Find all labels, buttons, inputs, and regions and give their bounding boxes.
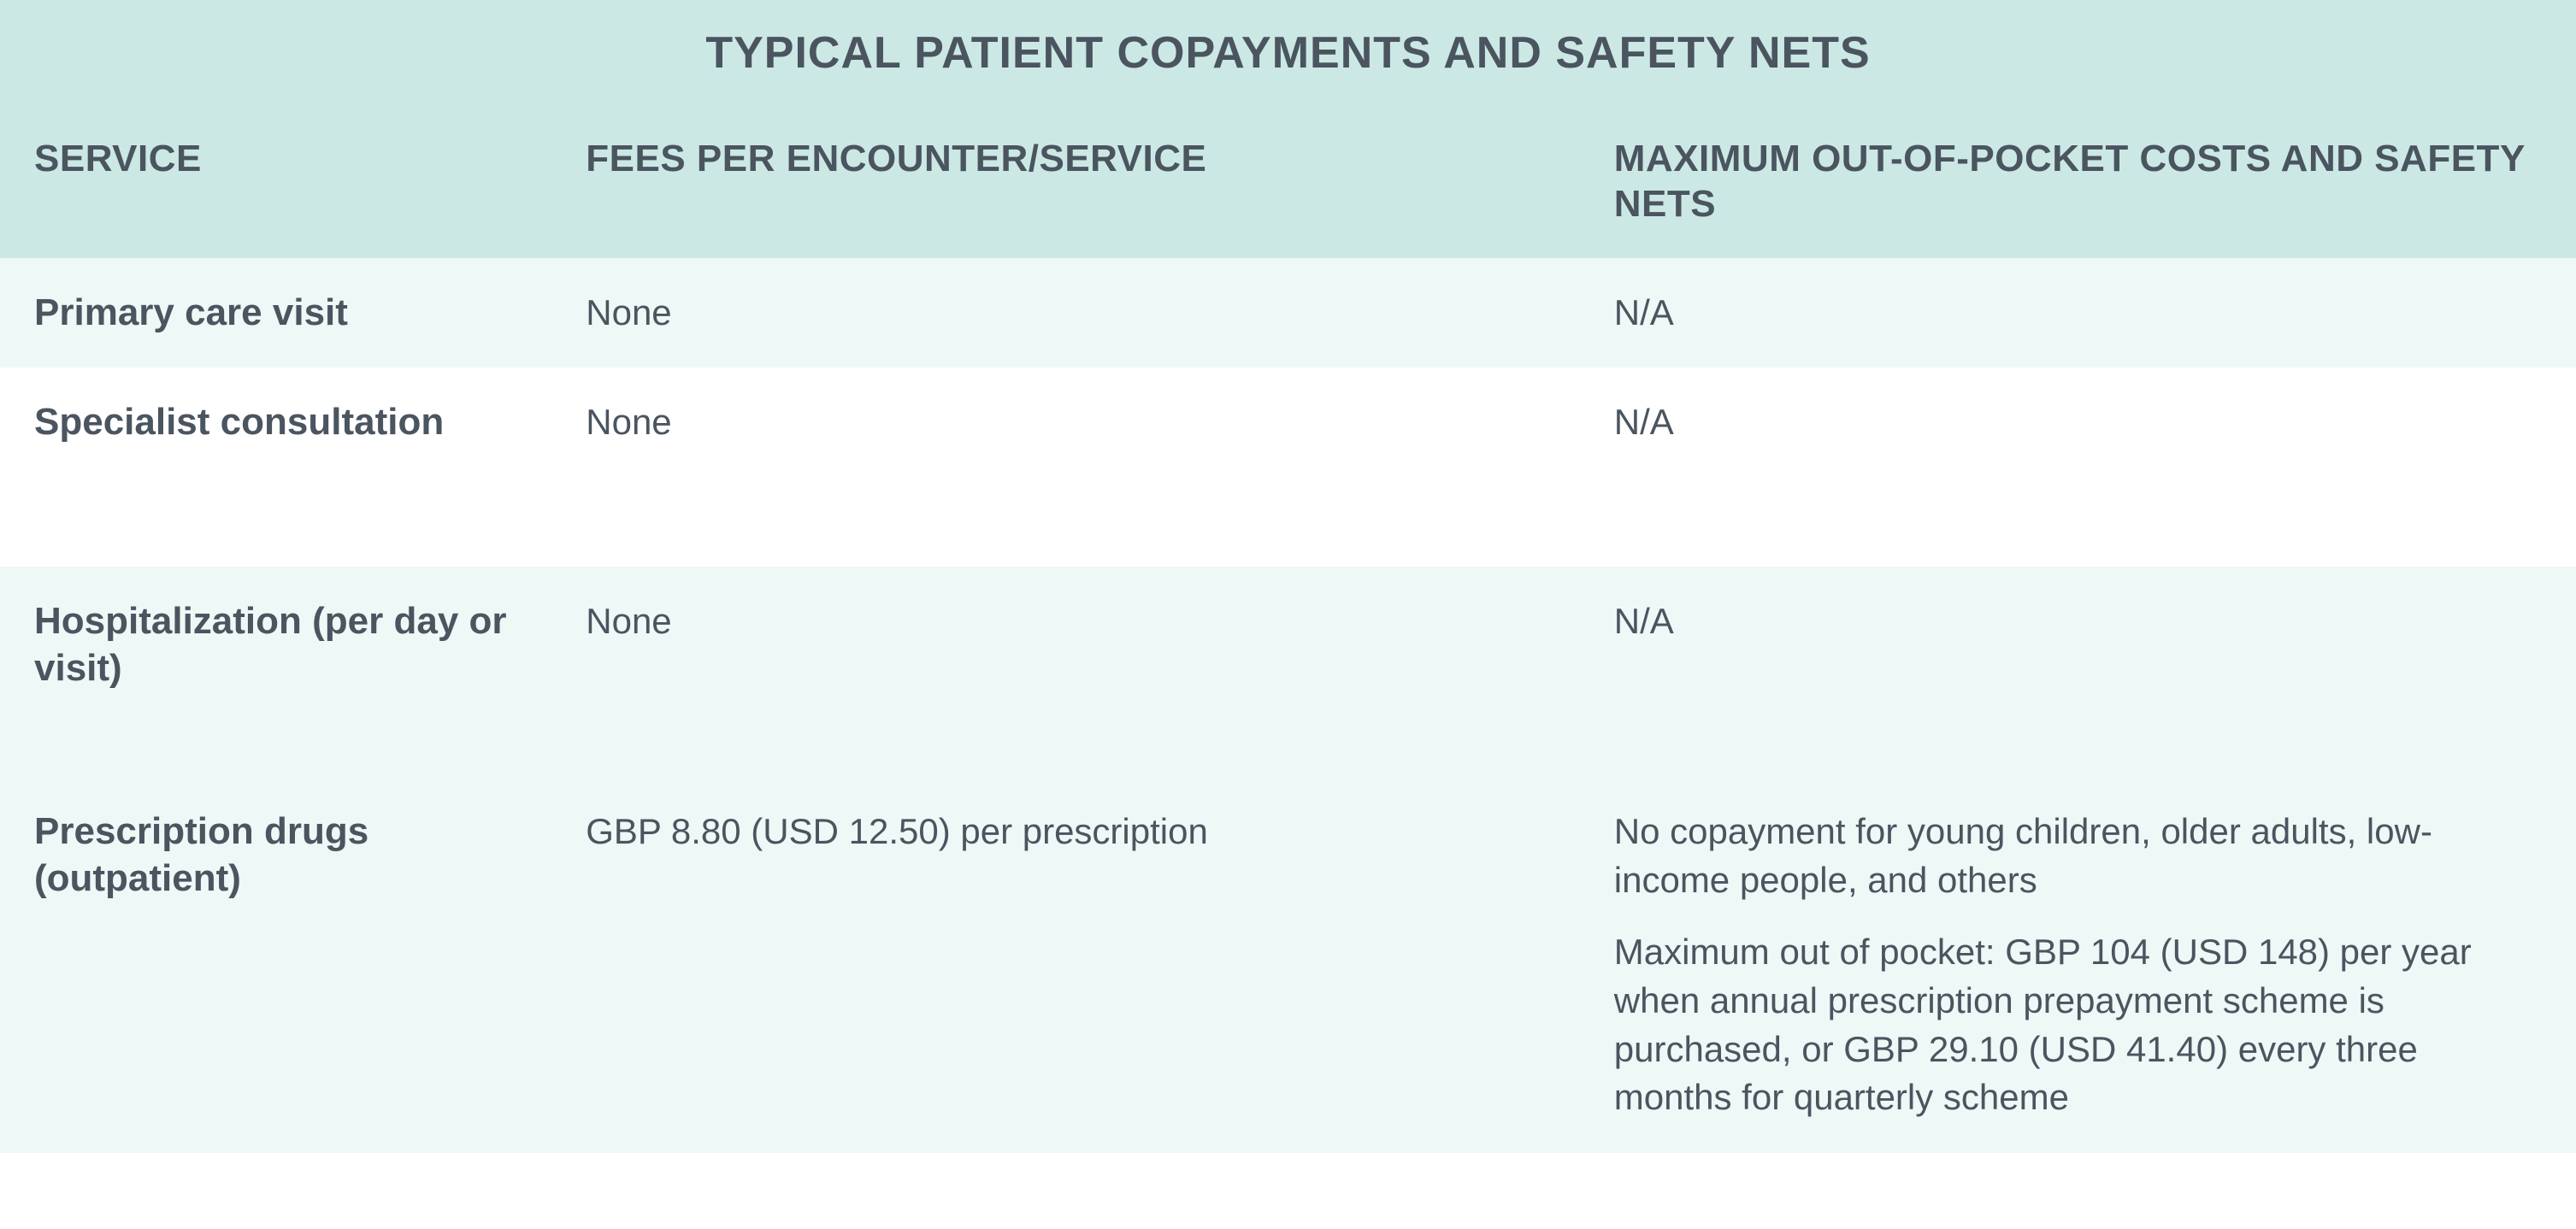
table-row: Specialist consultationNoneN/A xyxy=(0,368,2576,567)
table-row: Hospitalization (per day or visit)NoneN/… xyxy=(0,567,2576,777)
header-service: SERVICE xyxy=(34,137,586,227)
table-row: Primary care visitNoneN/A xyxy=(0,258,2576,368)
maxoop-cell: N/A xyxy=(1614,597,2542,646)
maxoop-paragraph: N/A xyxy=(1614,289,2542,338)
fees-cell: None xyxy=(586,289,1614,338)
fees-cell: None xyxy=(586,398,1614,447)
fees-cell: GBP 8.80 (USD 12.50) per prescription xyxy=(586,808,1614,856)
service-cell: Prescription drugs (outpatient) xyxy=(34,808,586,902)
maxoop-paragraph: No copayment for young children, older a… xyxy=(1614,808,2542,904)
service-cell: Specialist consultation xyxy=(34,398,586,445)
service-cell: Primary care visit xyxy=(34,289,586,336)
table-row: Prescription drugs (outpatient)GBP 8.80 … xyxy=(0,777,2576,1153)
maxoop-paragraph: N/A xyxy=(1614,398,2542,447)
copayments-table: TYPICAL PATIENT COPAYMENTS AND SAFETY NE… xyxy=(0,0,2576,1153)
maxoop-paragraph: N/A xyxy=(1614,597,2542,646)
header-maxoop: MAXIMUM OUT-OF-POCKET COSTS AND SAFETY N… xyxy=(1614,137,2542,227)
maxoop-cell: N/A xyxy=(1614,289,2542,338)
maxoop-paragraph: Maximum out of pocket: GBP 104 (USD 148)… xyxy=(1614,928,2542,1122)
table-title-row: TYPICAL PATIENT COPAYMENTS AND SAFETY NE… xyxy=(0,0,2576,106)
table-body: Primary care visitNoneN/ASpecialist cons… xyxy=(0,258,2576,1154)
maxoop-cell: N/A xyxy=(1614,398,2542,447)
table-title: TYPICAL PATIENT COPAYMENTS AND SAFETY NE… xyxy=(17,27,2559,79)
header-fees: FEES PER ENCOUNTER/SERVICE xyxy=(586,137,1614,227)
maxoop-cell: No copayment for young children, older a… xyxy=(1614,808,2542,1122)
table-header-row: SERVICE FEES PER ENCOUNTER/SERVICE MAXIM… xyxy=(0,106,2576,258)
service-cell: Hospitalization (per day or visit) xyxy=(34,597,586,691)
fees-cell: None xyxy=(586,597,1614,646)
